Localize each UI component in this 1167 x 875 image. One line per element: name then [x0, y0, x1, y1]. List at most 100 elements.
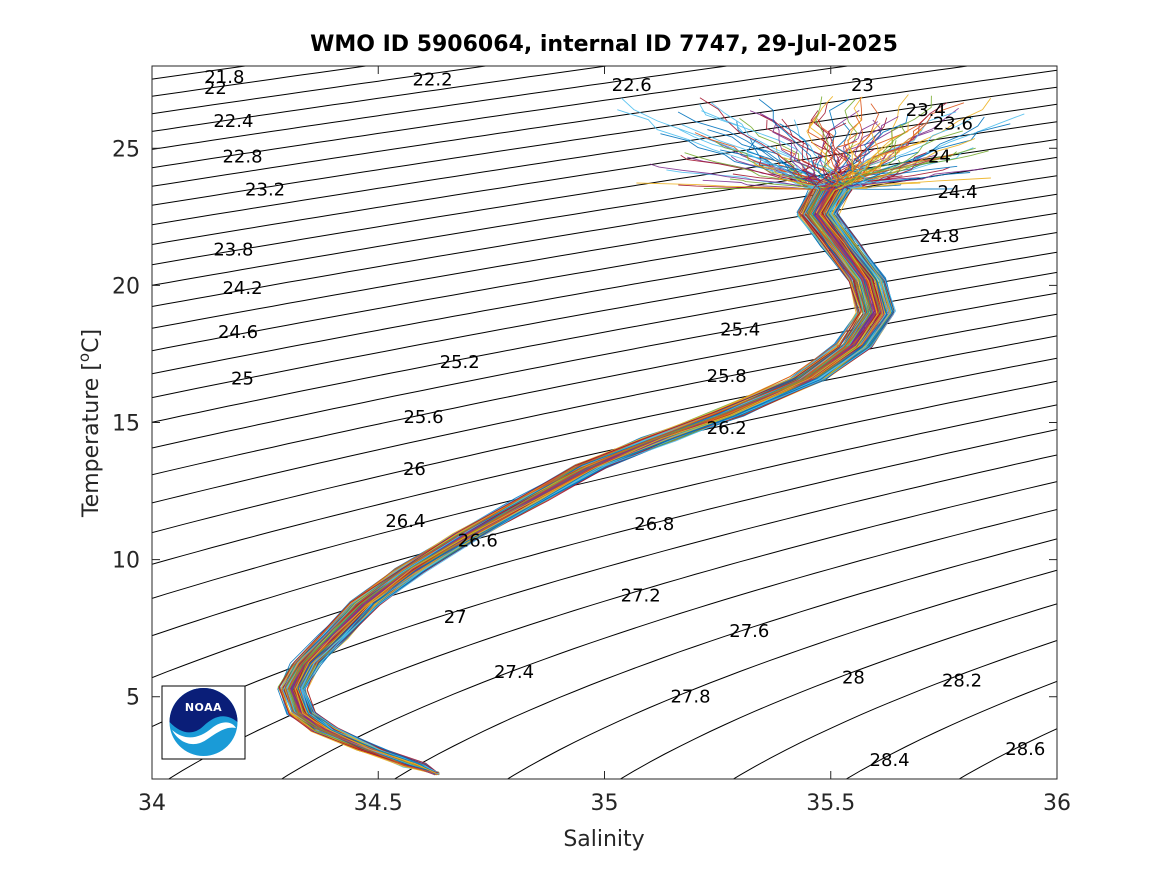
density-contour-line [152, 66, 370, 97]
x-tick-label: 35.5 [806, 791, 855, 816]
density-contour-line [152, 212, 1057, 375]
contour-label: 22 [204, 78, 227, 99]
logo-wave-icon [172, 722, 236, 745]
y-axis: 5 10 15 20 25 [112, 137, 1057, 711]
x-axis-label: Salinity [563, 827, 644, 852]
contour-label: 28.6 [1005, 739, 1045, 760]
density-contour-line [152, 357, 1057, 565]
profile-line [297, 96, 884, 775]
density-contour-line [152, 103, 1057, 245]
contour-label: 22.6 [612, 75, 652, 96]
contour-label: 28.4 [870, 750, 910, 771]
density-contour-line [152, 175, 1057, 329]
contour-label: 23 [851, 75, 874, 96]
density-contour-line [619, 603, 1057, 779]
profile-line [284, 161, 865, 776]
density-contour-line [152, 232, 1057, 399]
contour-label: 27.2 [621, 585, 661, 606]
profile-line [284, 140, 867, 774]
density-contour-line [152, 66, 490, 115]
profile-line [278, 122, 860, 774]
profile-lines [277, 94, 1025, 776]
contour-label: 26.6 [458, 530, 498, 551]
density-contour-line [152, 313, 1057, 504]
density-contour-line [152, 380, 1057, 599]
contour-label: 27.4 [494, 662, 534, 683]
density-contour-line [506, 569, 1057, 779]
profile-line [290, 143, 876, 776]
density-contour-line [280, 509, 1057, 779]
logo-upper [169, 688, 238, 733]
contour-label: 23.6 [933, 114, 973, 135]
contour-label: 24.4 [937, 182, 977, 203]
density-contour-line [152, 404, 1057, 637]
contour-label: 28.2 [942, 670, 982, 691]
contour-label: 26 [403, 459, 426, 480]
density-contour-line [152, 66, 731, 150]
profile-line [293, 115, 880, 774]
noaa-logo: NOAA [161, 685, 246, 760]
y-axis-label-main: Temperature [ [79, 362, 104, 518]
contour-label: 25.8 [707, 366, 747, 387]
density-contour-line [152, 292, 1057, 476]
contour-label: 27 [444, 607, 467, 628]
contour-label: 22.8 [222, 147, 262, 168]
profile-line [286, 128, 869, 775]
density-contour-line [152, 193, 1057, 352]
contour-label: 27.6 [729, 621, 769, 642]
profile-line [278, 153, 954, 776]
x-tick-label: 34.5 [354, 791, 403, 816]
contour-label: 25.2 [440, 352, 480, 373]
contour-label: 23.2 [245, 179, 285, 200]
y-axis-label-degree: o [75, 353, 93, 362]
density-contour-line [152, 66, 851, 169]
density-contour-line [152, 429, 1057, 679]
profile-line [303, 165, 896, 774]
contour-label: 24.8 [919, 226, 959, 247]
y-tick-label: 20 [112, 274, 140, 299]
contour-label: 22.4 [213, 111, 253, 132]
contour-label: 25.6 [403, 407, 443, 428]
contour-label: 27.8 [670, 687, 710, 708]
profile-line [282, 183, 865, 775]
profile-line [289, 140, 897, 775]
contour-label: 24 [928, 147, 951, 168]
density-contour-line [152, 66, 971, 187]
contour-labels: 21.822 22.2 22.6 23 23.423.6 22.4 22.8 24 23.2 24… [204, 67, 1045, 771]
y-tick-label: 15 [112, 412, 140, 437]
x-tick-label: 36 [1043, 791, 1071, 816]
contour-label: 22.2 [412, 70, 452, 91]
density-contour-line [152, 69, 1057, 206]
contour-label: 21.8 [204, 67, 244, 88]
chart-title: WMO ID 5906064, internal ID 7747, 29-Jul… [310, 32, 898, 57]
contour-label: 26.4 [385, 511, 425, 532]
x-tick-label: 35 [591, 791, 619, 816]
y-tick-label: 5 [126, 686, 140, 711]
profile-line [297, 98, 888, 775]
contour-label: 23.4 [906, 100, 946, 121]
contour-label: 25.4 [720, 319, 760, 340]
contour-label: 26.8 [634, 514, 674, 535]
profile-line [295, 132, 883, 774]
density-contour-line [152, 251, 1057, 423]
y-tick-label: 10 [112, 549, 140, 574]
contour-label: 23.8 [213, 240, 253, 261]
y-axis-label: Temperature [oC] [75, 329, 104, 518]
density-contour-line [152, 335, 1057, 534]
contour-label: 24.2 [222, 278, 262, 299]
x-tick-label: 34 [138, 791, 166, 816]
contour-label: 24.6 [218, 322, 258, 343]
density-contour-line [393, 538, 1057, 779]
y-tick-label: 25 [112, 137, 140, 162]
profile-line [280, 142, 920, 776]
y-axis-label-unit: C] [79, 329, 104, 353]
density-contour-line [152, 86, 1057, 226]
contour-label: 26.2 [707, 418, 747, 439]
density-contour-line [152, 271, 1057, 449]
contour-label: 28 [842, 668, 865, 689]
profile-line [306, 114, 895, 774]
logo-text: NOAA [185, 701, 222, 714]
contour-label: 25 [231, 369, 254, 390]
x-axis: 34 34.5 35 35.5 36 [138, 66, 1071, 816]
